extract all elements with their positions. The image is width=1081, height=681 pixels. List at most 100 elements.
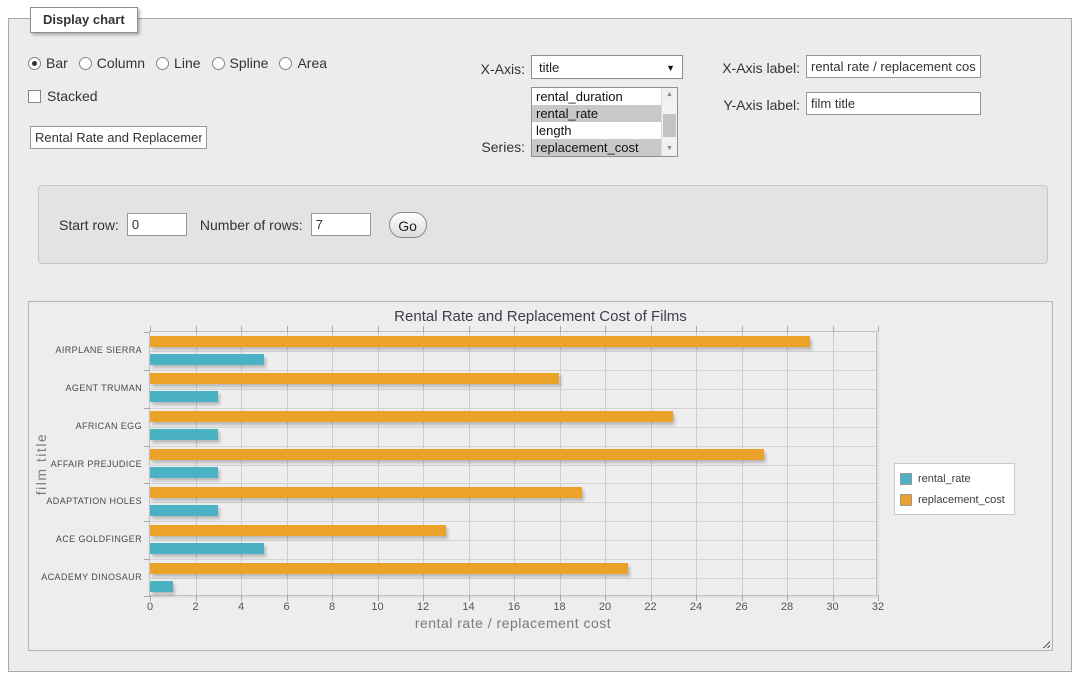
x-axis-tick-top (787, 326, 788, 332)
x-axis-tick-bottom (377, 595, 379, 601)
bar-rental_rate (150, 504, 219, 516)
y-axis-tick (144, 596, 150, 597)
gridline-vertical (514, 332, 515, 595)
bar-replacement_cost (150, 449, 765, 461)
y-axis-tick (144, 521, 150, 523)
gridline-horizontal (150, 426, 876, 428)
chart-title-input[interactable] (30, 126, 207, 149)
x-axis-tick-top (423, 326, 424, 332)
x-axis-label-input[interactable] (806, 55, 981, 78)
chart-widget: Rental Rate and Replacement Cost of Film… (28, 301, 1053, 651)
x-axis-tick-label: 2 (192, 601, 199, 613)
chart-type-line[interactable]: Line (156, 55, 201, 71)
bar-rental_rate (150, 391, 219, 403)
radio-icon[interactable] (28, 56, 41, 70)
x-axis-select-label: X-Axis: (480, 61, 525, 77)
number-of-rows-input[interactable] (310, 213, 371, 236)
gridline-vertical (832, 332, 834, 595)
bar-replacement_cost (150, 562, 628, 574)
y-axis-tick (144, 445, 150, 447)
category-label: ADAPTATION HOLES (46, 496, 142, 507)
radio-label: Column (96, 55, 146, 71)
start-row-input[interactable] (126, 213, 187, 236)
chart-type-area[interactable]: Area (279, 55, 327, 71)
x-axis-tick-bottom (286, 595, 288, 601)
gridline-vertical (241, 332, 242, 595)
series-option-rental_duration[interactable]: rental_duration (536, 89, 623, 104)
x-axis-tick-top (832, 326, 834, 332)
x-axis-tick-bottom (468, 595, 470, 601)
gridline-horizontal (150, 445, 876, 447)
x-axis-tick-top (878, 326, 879, 332)
gridline-horizontal (150, 540, 876, 542)
x-axis-selected-value: title (539, 59, 560, 75)
bar-replacement_cost (150, 411, 674, 423)
x-axis-select[interactable]: title ▼ (531, 55, 683, 79)
gridline-vertical (559, 332, 561, 595)
gridline-vertical (286, 332, 288, 595)
row-controls-panel: Start row: Number of rows: Go (38, 185, 1048, 264)
category-label: AFRICAN EGG (75, 420, 142, 431)
y-axis-label-field-label: Y-Axis label: (723, 97, 800, 113)
chart-type-column[interactable]: Column (78, 55, 146, 71)
x-axis-tick-label: 18 (553, 601, 566, 613)
gridline-horizontal (150, 502, 876, 504)
series-option-length[interactable]: length (536, 123, 572, 138)
series-option-replacement_cost[interactable]: replacement_cost (532, 139, 661, 156)
radio-label: Spline (229, 55, 269, 71)
scroll-up-icon[interactable]: ▲ (662, 88, 677, 102)
x-axis-tick-bottom (787, 595, 788, 601)
radio-icon[interactable] (279, 56, 293, 70)
radio-icon[interactable] (78, 56, 92, 70)
x-axis-tick-top (605, 326, 606, 332)
x-axis-tick-bottom (195, 595, 197, 601)
radio-icon[interactable] (211, 56, 225, 70)
x-axis-tick-top (286, 326, 288, 332)
y-axis-label-input[interactable] (806, 92, 981, 115)
legend-swatch-icon (900, 493, 912, 506)
chart-type-bar[interactable]: Bar (28, 55, 68, 71)
legend-label: replacement_cost (918, 493, 1005, 506)
series-option-rental_rate[interactable]: rental_rate (532, 105, 661, 122)
gridline-vertical (696, 332, 697, 595)
radio-label: Line (174, 55, 201, 71)
chevron-down-icon: ▼ (666, 63, 675, 73)
x-axis-tick-top (195, 326, 197, 332)
gridline-vertical (650, 332, 652, 595)
chart-plot-area: 0 2 4 6 8 10 12 14 16 18 20 22 24 26 28 30 32 AIRPLANE SI… (41, 326, 884, 613)
x-axis-tick-bottom (605, 595, 606, 601)
gridline-horizontal (150, 559, 876, 561)
x-axis-tick-bottom (741, 595, 743, 601)
chart-type-spline[interactable]: Spline (211, 55, 269, 71)
bar-rental_rate (150, 429, 219, 441)
x-axis-tick-label: 4 (237, 601, 245, 613)
x-axis-label-field-label: X-Axis label: (722, 60, 800, 76)
scrollbar-thumb[interactable] (663, 114, 676, 137)
category-label: ACADEMY DINOSAUR (41, 572, 142, 583)
gridline-vertical (332, 332, 333, 595)
go-button[interactable]: Go (388, 211, 427, 238)
resize-handle-icon[interactable] (1040, 638, 1050, 648)
number-of-rows-label: Number of rows: (199, 216, 303, 233)
x-axis-tick-bottom (241, 595, 242, 601)
radio-icon[interactable] (156, 56, 170, 70)
scroll-down-icon[interactable]: ▼ (662, 142, 677, 156)
tab-display-chart[interactable]: Display chart (30, 7, 138, 33)
x-axis-tick-top (468, 326, 470, 332)
x-axis-tick-bottom (514, 595, 515, 601)
series-scrollbar[interactable]: ▲ ▼ (661, 88, 677, 156)
bar-replacement_cost (150, 524, 446, 536)
category-label: AGENT TRUMAN (65, 382, 142, 393)
gridline-vertical (605, 332, 606, 595)
x-axis-tick-top (150, 326, 151, 332)
x-axis-tick-bottom (332, 595, 333, 601)
bar-rental_rate (150, 467, 219, 479)
x-axis-tick-bottom (832, 595, 834, 601)
stacked-checkbox[interactable] (28, 89, 41, 103)
x-axis-tick-top (741, 326, 743, 332)
series-listbox[interactable]: rental_duration rental_rate length replacem… (531, 87, 678, 157)
stacked-label: Stacked (47, 88, 98, 104)
x-axis-tick-top (377, 326, 379, 332)
stacked-option[interactable]: Stacked (28, 88, 98, 104)
gridline-horizontal (150, 483, 876, 485)
